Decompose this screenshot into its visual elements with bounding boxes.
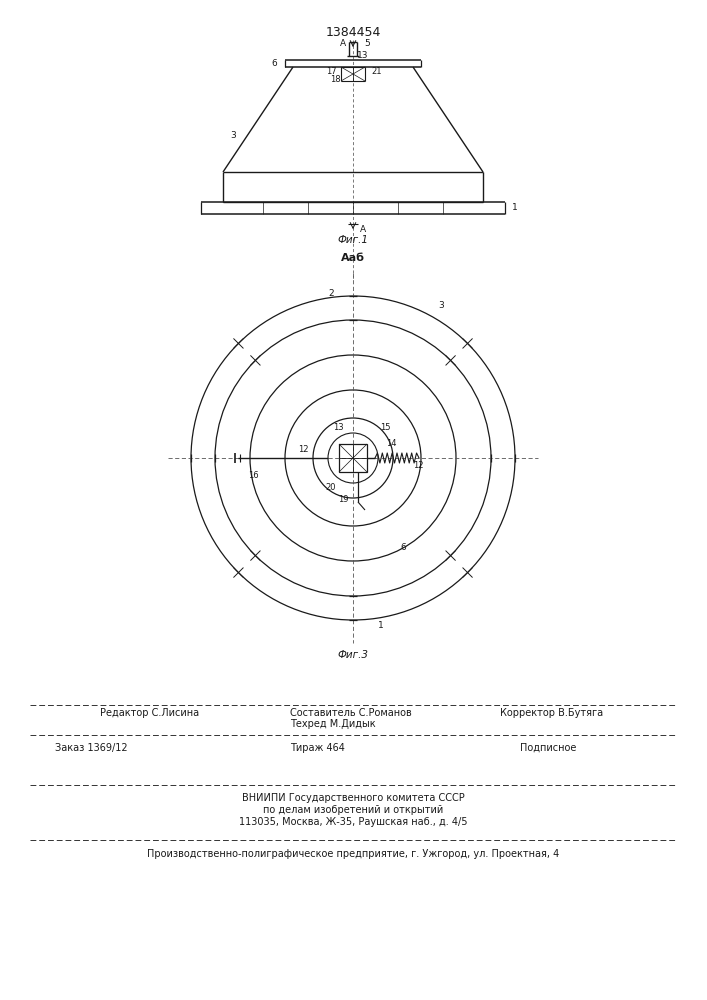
Text: Техред М.Дидык: Техред М.Дидык [290,719,375,729]
Text: Подписное: Подписное [520,743,576,753]
Text: 16: 16 [247,472,258,481]
Text: Ааб: Ааб [341,253,365,263]
Text: Корректор В.Бутяга: Корректор В.Бутяга [500,708,603,718]
Text: 113035, Москва, Ж-35, Раушская наб., д. 4/5: 113035, Москва, Ж-35, Раушская наб., д. … [239,817,467,827]
Text: 1: 1 [378,621,384,631]
Text: 2: 2 [328,288,334,298]
Text: Фиг.3: Фиг.3 [337,650,368,660]
Text: 18: 18 [329,75,340,84]
Text: 12: 12 [413,462,423,471]
Text: 1: 1 [512,204,518,213]
Text: 19: 19 [338,495,349,504]
Text: 3: 3 [230,130,236,139]
Text: 1384454: 1384454 [325,25,380,38]
Text: 21: 21 [372,66,382,76]
Text: 5: 5 [364,38,370,47]
Bar [339,444,367,472]
Text: Составитель С.Романов: Составитель С.Романов [290,708,411,718]
Text: Редактор С.Лисина: Редактор С.Лисина [100,708,199,718]
Text: A: A [340,38,346,47]
Text: ВНИИПИ Государственного комитета СССР: ВНИИПИ Государственного комитета СССР [242,793,464,803]
Text: 13: 13 [333,424,344,432]
Text: 6: 6 [400,544,406,552]
Text: Тираж 464: Тираж 464 [290,743,345,753]
Text: 17: 17 [326,66,337,76]
Text: A: A [360,225,366,233]
Text: 14: 14 [386,440,396,448]
Text: 3: 3 [438,302,444,310]
Text: по делам изобретений и открытий: по делам изобретений и открытий [263,805,443,815]
Text: 6: 6 [271,58,277,68]
Text: Заказ 1369/12: Заказ 1369/12 [55,743,128,753]
Text: 15: 15 [380,424,390,432]
Text: 20: 20 [326,484,337,492]
Text: 13: 13 [357,50,369,60]
Text: 12: 12 [298,446,308,454]
Text: Производственно-полиграфическое предприятие, г. Ужгород, ул. Проектная, 4: Производственно-полиграфическое предприя… [147,849,559,859]
Text: Фиг.1: Фиг.1 [337,235,368,245]
